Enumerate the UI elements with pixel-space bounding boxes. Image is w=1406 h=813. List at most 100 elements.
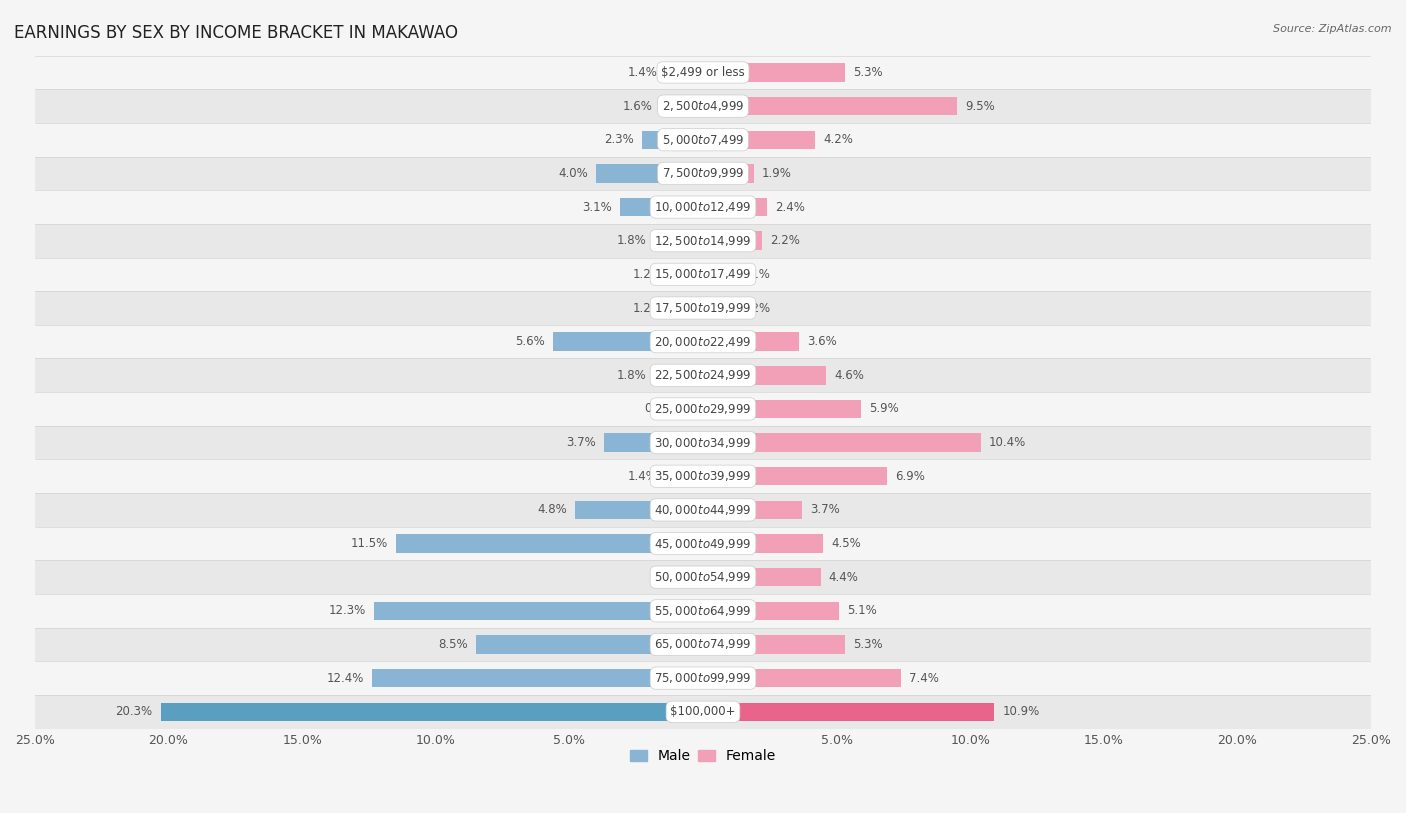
Text: $2,500 to $4,999: $2,500 to $4,999 — [662, 99, 744, 113]
Text: 2.4%: 2.4% — [775, 201, 806, 214]
Text: $75,000 to $99,999: $75,000 to $99,999 — [654, 672, 752, 685]
Bar — [160, 702, 703, 721]
Text: 1.2%: 1.2% — [633, 267, 662, 280]
Text: $17,500 to $19,999: $17,500 to $19,999 — [654, 301, 752, 315]
Text: $25,000 to $29,999: $25,000 to $29,999 — [654, 402, 752, 416]
Text: 6.9%: 6.9% — [896, 470, 925, 483]
Bar — [35, 123, 1371, 157]
Bar — [35, 527, 1371, 560]
Bar — [703, 702, 994, 721]
Bar — [475, 635, 703, 654]
Text: 12.3%: 12.3% — [329, 604, 367, 617]
Text: 1.8%: 1.8% — [617, 369, 647, 382]
Text: 1.8%: 1.8% — [617, 234, 647, 247]
Bar — [665, 467, 703, 485]
Text: 0.82%: 0.82% — [733, 302, 770, 315]
Text: 5.3%: 5.3% — [852, 66, 883, 79]
Text: 9.5%: 9.5% — [965, 100, 994, 113]
Bar — [35, 258, 1371, 291]
Text: 1.9%: 1.9% — [762, 167, 792, 180]
Bar — [35, 628, 1371, 661]
Bar — [35, 89, 1371, 123]
Bar — [655, 232, 703, 250]
Bar — [35, 190, 1371, 224]
Text: 1.2%: 1.2% — [633, 302, 662, 315]
Bar — [35, 459, 1371, 493]
Bar — [35, 325, 1371, 359]
Bar — [703, 232, 762, 250]
Bar — [35, 55, 1371, 89]
Text: 20.3%: 20.3% — [115, 706, 152, 718]
Bar — [671, 298, 703, 317]
Bar — [35, 157, 1371, 190]
Bar — [703, 467, 887, 485]
Bar — [35, 695, 1371, 728]
Text: 1.4%: 1.4% — [627, 470, 658, 483]
Text: 12.4%: 12.4% — [326, 672, 364, 685]
Text: 10.9%: 10.9% — [1002, 706, 1039, 718]
Bar — [703, 534, 824, 553]
Bar — [620, 198, 703, 216]
Text: $5,000 to $7,499: $5,000 to $7,499 — [662, 133, 744, 147]
Text: 3.7%: 3.7% — [567, 436, 596, 449]
Bar — [35, 594, 1371, 628]
Bar — [35, 493, 1371, 527]
Text: 4.8%: 4.8% — [537, 503, 567, 516]
Bar — [703, 366, 825, 385]
Bar — [703, 501, 801, 520]
Text: 1.4%: 1.4% — [627, 66, 658, 79]
Text: 2.2%: 2.2% — [770, 234, 800, 247]
Bar — [682, 400, 703, 418]
Bar — [655, 366, 703, 385]
Text: $22,500 to $24,999: $22,500 to $24,999 — [654, 368, 752, 382]
Text: $65,000 to $74,999: $65,000 to $74,999 — [654, 637, 752, 651]
Text: $12,500 to $14,999: $12,500 to $14,999 — [654, 233, 752, 248]
Text: 5.3%: 5.3% — [852, 638, 883, 651]
Bar — [703, 63, 845, 82]
Text: $2,499 or less: $2,499 or less — [661, 66, 745, 79]
Text: 8.5%: 8.5% — [439, 638, 468, 651]
Bar — [703, 568, 821, 586]
Text: 5.9%: 5.9% — [869, 402, 898, 415]
Bar — [671, 265, 703, 284]
Text: $10,000 to $12,499: $10,000 to $12,499 — [654, 200, 752, 214]
Bar — [605, 433, 703, 452]
Bar — [703, 333, 799, 351]
Text: $35,000 to $39,999: $35,000 to $39,999 — [654, 469, 752, 483]
Text: $45,000 to $49,999: $45,000 to $49,999 — [654, 537, 752, 550]
Text: 4.0%: 4.0% — [558, 167, 588, 180]
Bar — [703, 131, 815, 149]
Bar — [554, 333, 703, 351]
Bar — [703, 669, 901, 687]
Bar — [661, 97, 703, 115]
Bar — [641, 131, 703, 149]
Bar — [575, 501, 703, 520]
Bar — [35, 359, 1371, 392]
Text: 4.4%: 4.4% — [828, 571, 859, 584]
Bar — [35, 426, 1371, 459]
Text: 4.6%: 4.6% — [834, 369, 863, 382]
Bar — [35, 560, 1371, 594]
Bar — [703, 400, 860, 418]
Bar — [703, 298, 725, 317]
Text: 2.3%: 2.3% — [603, 133, 634, 146]
Bar — [703, 164, 754, 183]
Text: 4.2%: 4.2% — [824, 133, 853, 146]
Text: 0.8%: 0.8% — [644, 402, 673, 415]
Text: $55,000 to $64,999: $55,000 to $64,999 — [654, 604, 752, 618]
Text: $15,000 to $17,499: $15,000 to $17,499 — [654, 267, 752, 281]
Bar — [703, 635, 845, 654]
Bar — [35, 661, 1371, 695]
Text: 3.1%: 3.1% — [582, 201, 612, 214]
Text: 1.6%: 1.6% — [623, 100, 652, 113]
Text: $40,000 to $44,999: $40,000 to $44,999 — [654, 503, 752, 517]
Text: EARNINGS BY SEX BY INCOME BRACKET IN MAKAWAO: EARNINGS BY SEX BY INCOME BRACKET IN MAK… — [14, 24, 458, 42]
Bar — [665, 63, 703, 82]
Text: $100,000+: $100,000+ — [671, 706, 735, 718]
Text: 4.5%: 4.5% — [831, 537, 860, 550]
Bar — [371, 669, 703, 687]
Text: $7,500 to $9,999: $7,500 to $9,999 — [662, 167, 744, 180]
Text: 11.5%: 11.5% — [350, 537, 388, 550]
Bar — [35, 291, 1371, 325]
Text: 3.6%: 3.6% — [807, 335, 837, 348]
